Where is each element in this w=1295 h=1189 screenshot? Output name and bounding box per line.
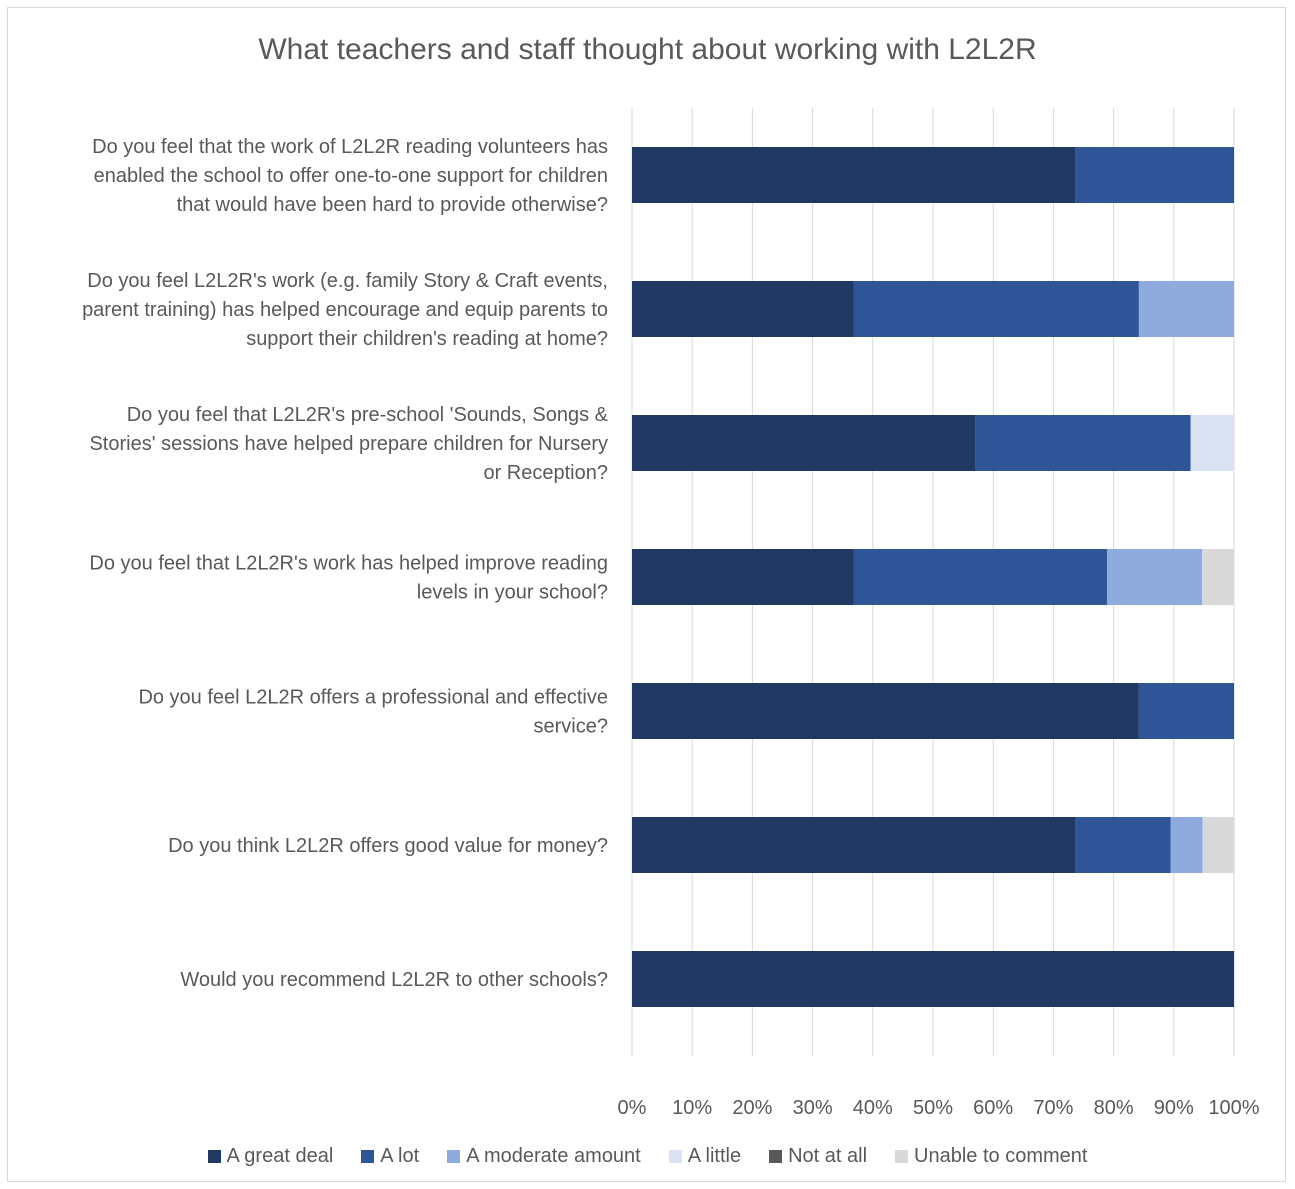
- category-label: Do you feel L2L2R's work (e.g. family St…: [87, 270, 608, 292]
- legend-swatch: [668, 1150, 682, 1163]
- bar-segment: [1106, 549, 1203, 605]
- bar-segment: [632, 281, 854, 337]
- legend-item: A moderate amount: [447, 1145, 641, 1168]
- category-label: Do you feel that the work of L2L2R readi…: [92, 136, 608, 158]
- x-tick-label: 90%: [1154, 1097, 1194, 1119]
- legend-label: A lot: [380, 1145, 420, 1167]
- bar-segment: [1170, 817, 1203, 873]
- legend-item: A lot: [361, 1145, 419, 1168]
- bar-segment: [1138, 281, 1234, 337]
- legend-swatch: [769, 1150, 783, 1163]
- legend-label: Not at all: [788, 1145, 868, 1167]
- bar-segment: [1075, 817, 1171, 873]
- category-label: or Reception?: [483, 462, 608, 484]
- bar-segment: [632, 549, 854, 605]
- bar-segment: [1190, 415, 1234, 471]
- bar-segment: [975, 415, 1191, 471]
- chart-legend: A great deal A lot A moderate amount A litt…: [0, 1145, 1295, 1168]
- bar-segment: [632, 683, 1139, 739]
- x-tick-label: 50%: [913, 1097, 953, 1119]
- bar-segment: [1202, 817, 1235, 873]
- legend-label: A great deal: [226, 1145, 334, 1167]
- bar-segment: [632, 951, 1234, 1007]
- legend-label: A little: [687, 1145, 742, 1167]
- bar-segment: [632, 147, 1076, 203]
- bar-segment: [1138, 683, 1234, 739]
- bar-segment: [632, 817, 1076, 873]
- x-tick-label: 0%: [618, 1097, 647, 1119]
- legend-swatch: [447, 1150, 461, 1163]
- legend-label: A moderate amount: [466, 1145, 641, 1167]
- category-label: parent training) has helped encourage an…: [82, 299, 608, 321]
- bar-segment: [1202, 549, 1234, 605]
- x-tick-label: 10%: [672, 1097, 712, 1119]
- legend-item: A great deal: [207, 1145, 334, 1168]
- x-tick-label: 30%: [793, 1097, 833, 1119]
- bar-segment: [1075, 147, 1234, 203]
- x-tick-label: 20%: [732, 1097, 772, 1119]
- bar-segment: [853, 549, 1107, 605]
- chart-title: What teachers and staff thought about wo…: [258, 33, 1037, 66]
- category-label: service?: [534, 716, 608, 738]
- category-label: Would you recommend L2L2R to other schoo…: [180, 969, 608, 991]
- bar-segment: [853, 281, 1139, 337]
- legend-item: Not at all: [769, 1145, 867, 1168]
- x-tick-label: 60%: [973, 1097, 1013, 1119]
- x-tick-label: 80%: [1094, 1097, 1134, 1119]
- category-label: levels in your school?: [417, 582, 608, 604]
- legend-swatch: [895, 1150, 909, 1163]
- category-label: support their children's reading at home…: [246, 328, 608, 350]
- x-tick-label: 40%: [853, 1097, 893, 1119]
- category-label: enabled the school to offer one-to-one s…: [94, 165, 608, 187]
- legend-swatch: [361, 1150, 375, 1163]
- category-label: Do you feel L2L2R offers a professional …: [138, 687, 608, 709]
- x-tick-label: 100%: [1208, 1097, 1259, 1119]
- x-tick-label: 70%: [1033, 1097, 1073, 1119]
- category-label: Do you think L2L2R offers good value for…: [168, 835, 608, 857]
- legend-item: A little: [668, 1145, 742, 1168]
- legend-item: Unable to comment: [895, 1145, 1087, 1168]
- legend-label: Unable to comment: [914, 1145, 1088, 1167]
- bar-segment: [632, 415, 976, 471]
- legend-swatch: [207, 1150, 221, 1163]
- category-label: Do you feel that L2L2R's pre-school 'Sou…: [127, 404, 609, 426]
- category-label: Do you feel that L2L2R's work has helped…: [89, 553, 608, 575]
- category-label: Stories' sessions have helped prepare ch…: [89, 433, 608, 455]
- category-label: that would have been hard to provide oth…: [177, 194, 608, 216]
